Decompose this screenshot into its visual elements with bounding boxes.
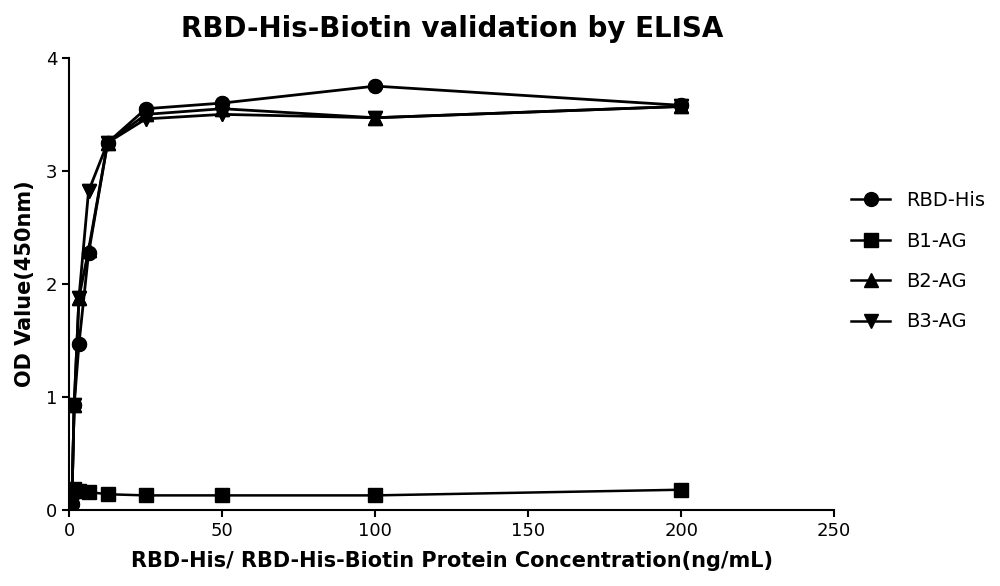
B1-AG	[73, 488, 85, 495]
Line: B3-AG: B3-AG	[65, 100, 688, 512]
B3-AG	[216, 111, 228, 118]
B2-AG	[675, 103, 687, 110]
B3-AG	[675, 103, 687, 110]
B1-AG	[140, 492, 152, 499]
B2-AG	[83, 247, 95, 254]
Title: RBD-His-Biotin validation by ELISA: RBD-His-Biotin validation by ELISA	[181, 15, 723, 43]
B2-AG	[140, 111, 152, 118]
RBD-His	[675, 102, 687, 109]
Legend: RBD-His, B1-AG, B2-AG, B3-AG: RBD-His, B1-AG, B2-AG, B3-AG	[851, 191, 985, 332]
B1-AG	[369, 492, 381, 499]
B1-AG	[675, 486, 687, 493]
B3-AG	[73, 294, 85, 301]
B1-AG	[66, 486, 78, 493]
Line: B2-AG: B2-AG	[65, 100, 688, 512]
B3-AG	[68, 401, 80, 408]
B1-AG	[216, 492, 228, 499]
RBD-His	[102, 139, 114, 146]
RBD-His	[140, 105, 152, 113]
B3-AG	[369, 114, 381, 121]
B1-AG	[83, 489, 95, 496]
B2-AG	[66, 501, 78, 508]
B3-AG	[66, 501, 78, 508]
B2-AG	[369, 114, 381, 121]
RBD-His	[73, 340, 85, 347]
B2-AG	[73, 294, 85, 301]
X-axis label: RBD-His/ RBD-His-Biotin Protein Concentration(ng/mL): RBD-His/ RBD-His-Biotin Protein Concentr…	[131, 551, 773, 571]
B1-AG	[102, 490, 114, 498]
RBD-His	[216, 100, 228, 107]
B2-AG	[216, 105, 228, 113]
Y-axis label: OD Value(450nm): OD Value(450nm)	[15, 180, 35, 387]
RBD-His	[66, 501, 78, 508]
B3-AG	[83, 188, 95, 195]
RBD-His	[83, 250, 95, 257]
B3-AG	[102, 139, 114, 146]
B1-AG	[68, 485, 80, 492]
RBD-His	[68, 401, 80, 408]
Line: B1-AG: B1-AG	[65, 482, 688, 502]
RBD-His	[369, 83, 381, 90]
Line: RBD-His: RBD-His	[65, 79, 688, 512]
B2-AG	[68, 401, 80, 408]
B3-AG	[140, 115, 152, 122]
B2-AG	[102, 139, 114, 146]
